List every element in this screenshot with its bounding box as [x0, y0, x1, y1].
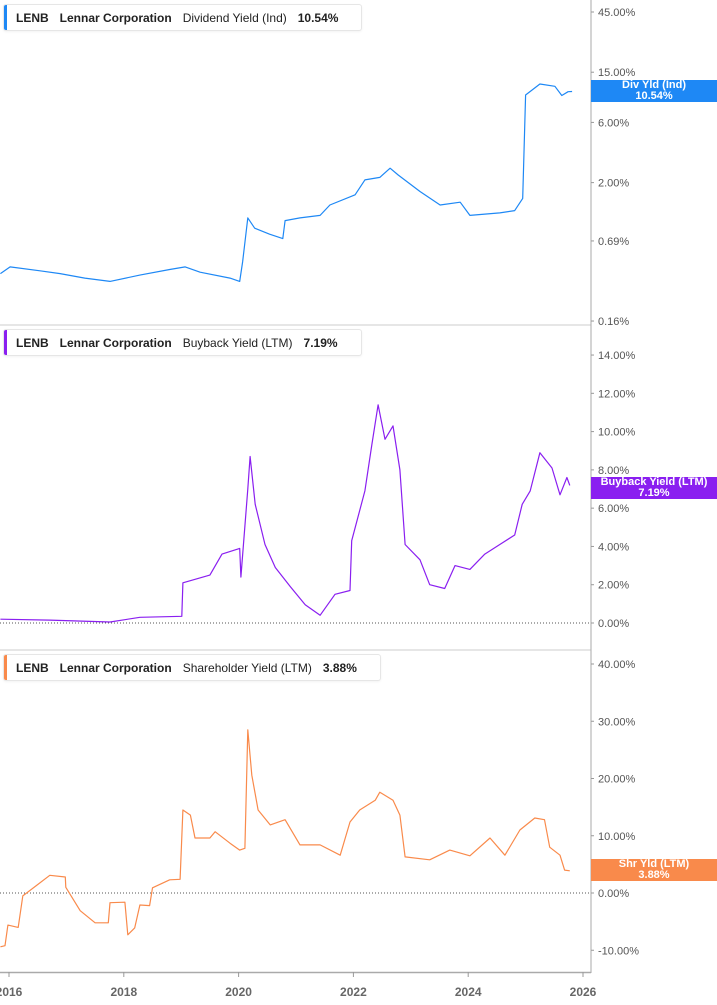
tag-value: 3.88% — [638, 869, 670, 881]
legend-color-bar — [4, 655, 7, 680]
y-tick-label: 14.00% — [598, 350, 636, 362]
y-tick-label: 6.00% — [598, 503, 629, 515]
y-tick-label: 15.00% — [598, 67, 636, 79]
legend-color-bar — [4, 5, 7, 30]
legend-metric: Dividend Yield (Ind) — [182, 10, 287, 25]
tag-label: Div Yld (Ind) — [622, 79, 686, 91]
legend-color-bar — [4, 330, 7, 355]
legend-value: 3.88% — [322, 660, 357, 675]
y-tick-label: -10.00% — [598, 945, 639, 957]
price-tag-buyback-yield: Buyback Yield (LTM) 7.19% — [591, 477, 717, 499]
x-tick-label: 2024 — [455, 985, 482, 999]
x-tick-label: 2020 — [225, 985, 252, 999]
y-tick-label: 45.00% — [598, 7, 636, 19]
legend-dividend-yield: LENB Lennar Corporation Dividend Yield (… — [3, 4, 363, 31]
y-tick-label: 12.00% — [598, 388, 636, 400]
tag-label: Shr Yld (LTM) — [618, 858, 690, 870]
y-tick-label: 0.00% — [598, 618, 629, 630]
legend-ticker: LENB — [16, 335, 49, 350]
legend-company: Lennar Corporation — [59, 10, 172, 25]
tag-label: Buyback Yield (LTM) — [600, 476, 708, 488]
legend-shareholder-yield: LENB Lennar Corporation Shareholder Yiel… — [3, 654, 381, 681]
y-tick-label: 20.00% — [598, 774, 636, 786]
x-tick-label: 2026 — [570, 985, 597, 999]
x-tick-label: 2022 — [340, 985, 367, 999]
legend-company: Lennar Corporation — [59, 335, 172, 350]
x-tick-label: 2018 — [110, 985, 137, 999]
series-line-buyback-yield-ltm- — [0, 404, 571, 623]
y-tick-label: 2.00% — [598, 580, 629, 592]
y-tick-label: 10.00% — [598, 427, 636, 439]
y-tick-label: 10.00% — [598, 831, 636, 843]
legend-buyback-yield: LENB Lennar Corporation Buyback Yield (L… — [3, 329, 362, 356]
x-tick-label: 2016 — [0, 985, 23, 999]
y-tick-label: 0.16% — [598, 316, 629, 328]
y-tick-label: 0.00% — [598, 888, 629, 900]
tag-value: 10.54% — [635, 90, 673, 102]
tag-value: 7.19% — [638, 487, 670, 499]
legend-ticker: LENB — [16, 10, 49, 25]
y-tick-label: 40.00% — [598, 659, 636, 671]
legend-ticker: LENB — [16, 660, 49, 675]
legend-value: 10.54% — [297, 10, 339, 25]
legend-value: 7.19% — [303, 335, 338, 350]
y-tick-label: 8.00% — [598, 465, 629, 477]
y-tick-label: 2.00% — [598, 178, 629, 190]
y-tick-label: 6.00% — [598, 117, 629, 129]
y-tick-label: 4.00% — [598, 541, 629, 553]
legend-metric: Buyback Yield (LTM) — [182, 335, 293, 350]
legend-company: Lennar Corporation — [59, 660, 172, 675]
y-tick-label: 0.69% — [598, 236, 629, 248]
legend-metric: Shareholder Yield (LTM) — [182, 660, 312, 675]
y-tick-label: 30.00% — [598, 716, 636, 728]
series-line-shareholder-yield-ltm- — [0, 729, 570, 948]
price-tag-dividend-yield: Div Yld (Ind) 10.54% — [591, 80, 717, 102]
price-tag-shareholder-yield: Shr Yld (LTM) 3.88% — [591, 859, 717, 881]
series-line-dividend-yield-ind- — [0, 83, 573, 282]
